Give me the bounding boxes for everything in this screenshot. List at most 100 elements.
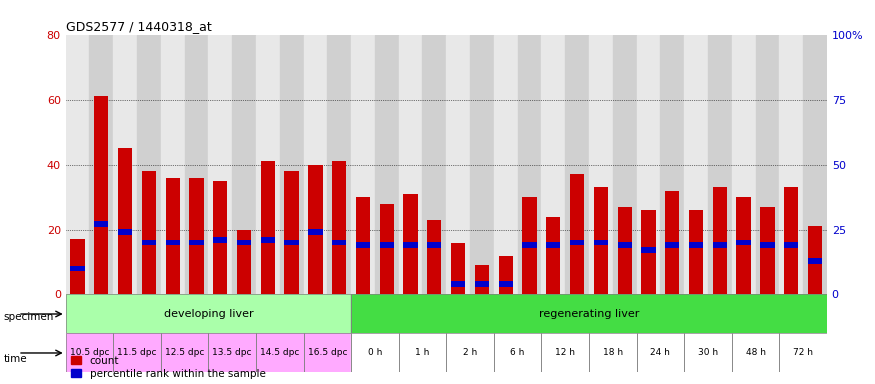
Bar — [165, 177, 180, 295]
Bar — [189, 177, 204, 295]
Bar — [165, 240, 180, 245]
Bar — [261, 237, 275, 243]
Bar — [189, 240, 204, 245]
Bar — [304, 333, 351, 372]
Bar — [684, 333, 732, 372]
Bar — [708, 35, 731, 295]
Bar — [70, 239, 85, 295]
Bar — [380, 242, 394, 248]
Bar — [760, 207, 774, 295]
Bar — [89, 35, 113, 295]
Text: 24 h: 24 h — [650, 349, 670, 358]
Bar — [142, 240, 156, 245]
Bar — [732, 333, 780, 372]
Bar — [522, 197, 536, 295]
Bar — [665, 190, 679, 295]
Bar — [641, 247, 655, 253]
Bar — [161, 333, 208, 372]
Bar — [237, 240, 251, 245]
Bar — [565, 35, 589, 295]
Bar — [403, 242, 417, 248]
Text: 10.5 dpc: 10.5 dpc — [70, 349, 109, 358]
Bar — [518, 35, 542, 295]
Bar — [689, 210, 704, 295]
Bar — [66, 295, 351, 333]
Bar — [332, 240, 346, 245]
Bar — [737, 197, 751, 295]
Text: GDS2577 / 1440318_at: GDS2577 / 1440318_at — [66, 20, 212, 33]
Bar — [66, 333, 113, 372]
Text: 18 h: 18 h — [603, 349, 623, 358]
Bar — [493, 35, 518, 295]
Bar — [522, 242, 536, 248]
Bar — [214, 181, 228, 295]
Bar — [356, 242, 370, 248]
Bar — [327, 35, 351, 295]
Bar — [380, 204, 394, 295]
Bar — [237, 230, 251, 295]
Text: 16.5 dpc: 16.5 dpc — [307, 349, 347, 358]
Bar — [70, 266, 85, 271]
Bar — [784, 187, 798, 295]
Bar — [780, 333, 827, 372]
Text: 2 h: 2 h — [463, 349, 477, 358]
Bar — [332, 161, 346, 295]
Bar — [755, 35, 780, 295]
Bar — [470, 35, 494, 295]
Bar — [94, 222, 108, 227]
Bar — [280, 35, 304, 295]
Bar — [161, 35, 185, 295]
Bar — [66, 35, 89, 295]
Bar — [542, 333, 589, 372]
Bar — [594, 240, 608, 245]
Text: developing liver: developing liver — [164, 309, 253, 319]
Bar — [803, 35, 827, 295]
Text: 48 h: 48 h — [746, 349, 766, 358]
Bar — [618, 207, 632, 295]
Bar — [137, 35, 161, 295]
Text: 6 h: 6 h — [510, 349, 525, 358]
Bar — [612, 35, 637, 295]
Text: 1 h: 1 h — [416, 349, 430, 358]
Bar — [737, 240, 751, 245]
Bar — [308, 164, 323, 295]
Text: 12 h: 12 h — [556, 349, 575, 358]
Bar — [374, 35, 399, 295]
Bar — [94, 96, 108, 295]
Bar — [351, 333, 399, 372]
Bar — [403, 194, 417, 295]
Text: specimen: specimen — [4, 312, 54, 322]
Text: 12.5 dpc: 12.5 dpc — [164, 349, 204, 358]
Bar — [113, 333, 161, 372]
Bar — [499, 255, 513, 295]
Bar — [399, 35, 423, 295]
Bar — [546, 217, 561, 295]
Bar — [475, 281, 489, 287]
Bar — [732, 35, 755, 295]
Bar — [256, 35, 280, 295]
Bar — [451, 243, 466, 295]
Bar — [356, 197, 370, 295]
Text: 72 h: 72 h — [793, 349, 813, 358]
Bar — [594, 187, 608, 295]
Bar — [351, 295, 827, 333]
Bar — [808, 226, 822, 295]
Bar — [570, 240, 584, 245]
Bar — [113, 35, 137, 295]
Bar — [446, 35, 470, 295]
Bar — [446, 333, 493, 372]
Bar — [499, 281, 513, 287]
Bar — [637, 35, 661, 295]
Text: 14.5 dpc: 14.5 dpc — [260, 349, 299, 358]
Bar — [665, 242, 679, 248]
Bar — [427, 242, 442, 248]
Bar — [308, 229, 323, 235]
Bar — [304, 35, 327, 295]
Bar — [493, 333, 542, 372]
Bar — [208, 35, 232, 295]
Bar — [542, 35, 565, 295]
Bar — [475, 265, 489, 295]
Bar — [546, 242, 561, 248]
Bar — [570, 174, 584, 295]
Bar — [689, 242, 704, 248]
